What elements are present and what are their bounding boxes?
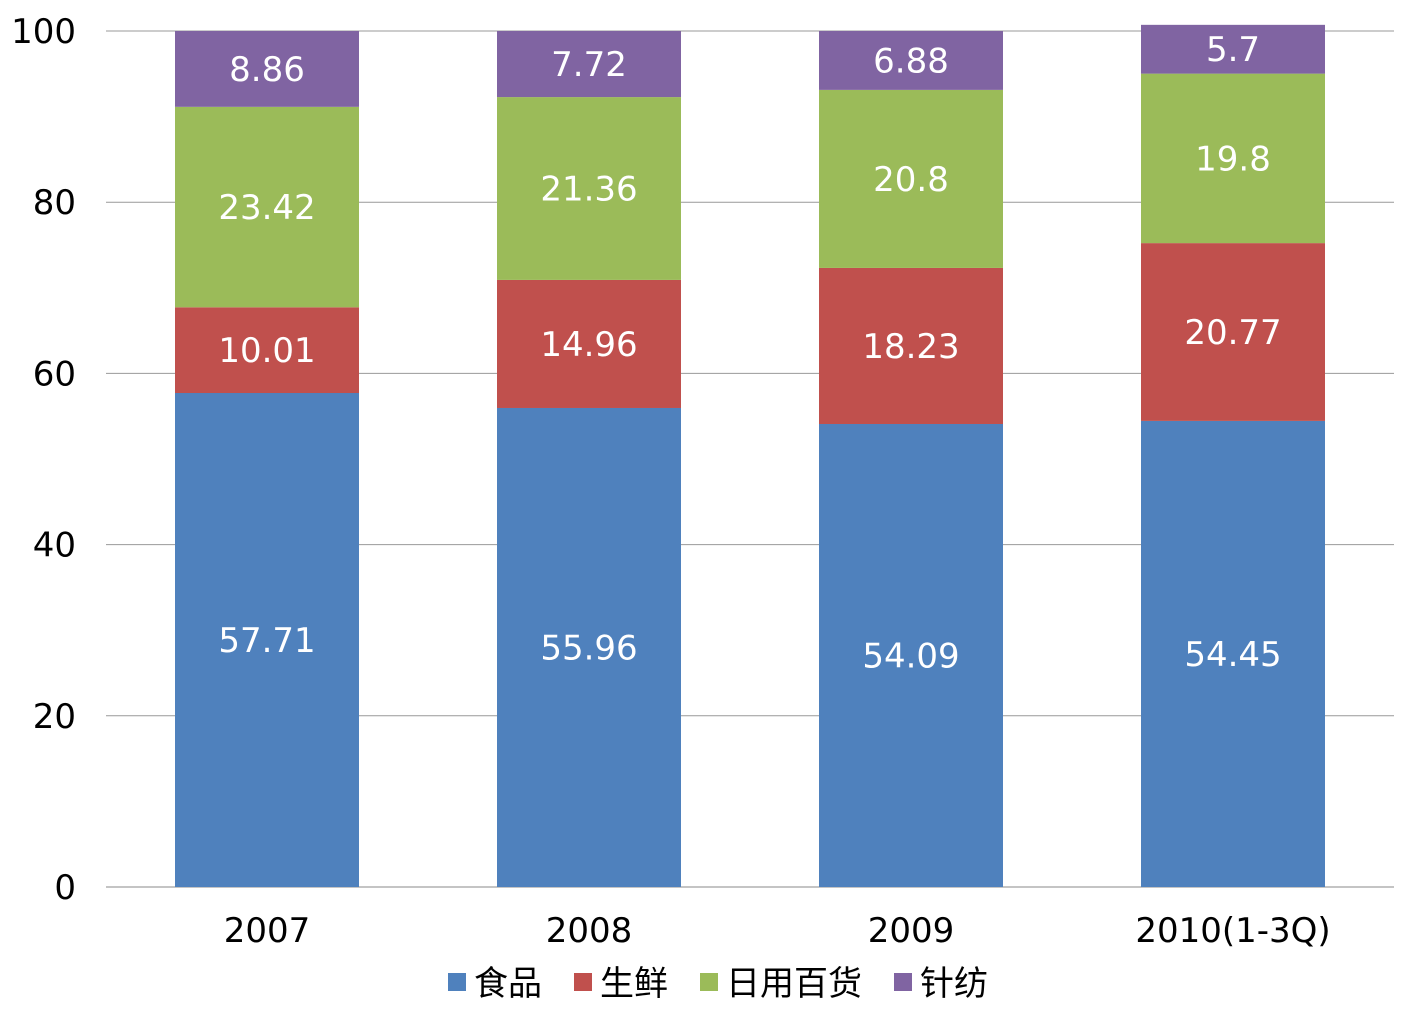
bar-segment <box>819 267 1003 424</box>
x-axis: 2007 2008 2009 2010(1-3Q) <box>224 911 1331 951</box>
bar-segment <box>497 279 681 408</box>
x-tick-label: 2008 <box>546 911 633 951</box>
data-label: 21.36 <box>540 170 637 210</box>
bar-segment <box>175 307 359 394</box>
y-axis: 0 20 40 60 80 100 <box>11 12 76 908</box>
y-tick-label: 0 <box>54 868 76 908</box>
y-tick-label: 40 <box>33 526 76 566</box>
y-tick-label: 100 <box>11 12 76 52</box>
data-label: 57.71 <box>218 621 315 661</box>
legend: 食品 生鲜 日用百货 针纺 <box>448 964 988 1004</box>
data-label: 19.8 <box>1195 139 1271 179</box>
legend-label: 生鲜 <box>600 964 668 1004</box>
data-label: 20.77 <box>1184 313 1281 353</box>
data-label: 5.7 <box>1206 30 1260 70</box>
y-tick-label: 80 <box>33 183 76 223</box>
data-label: 14.96 <box>540 325 637 365</box>
data-label: 8.86 <box>229 50 305 90</box>
data-label: 18.23 <box>862 327 959 367</box>
legend-swatch <box>448 973 466 991</box>
bar-segment <box>1141 24 1325 74</box>
bar-segment <box>819 31 1003 90</box>
bar-segment <box>497 97 681 280</box>
data-label: 7.72 <box>551 45 627 85</box>
y-tick-label: 20 <box>33 697 76 737</box>
y-tick-label: 60 <box>33 354 76 394</box>
bar-segment <box>175 106 359 308</box>
data-labels: 57.71 10.01 23.42 8.86 55.96 14.96 21.36 7.72 54… <box>218 30 1281 676</box>
legend-swatch <box>894 973 912 991</box>
data-label: 54.45 <box>1184 635 1281 675</box>
legend-label: 针纺 <box>920 964 988 1004</box>
bar-segment <box>1141 420 1325 887</box>
bar-segment <box>1141 243 1325 421</box>
data-label: 55.96 <box>540 628 637 668</box>
legend-label: 日用百货 <box>726 964 862 1004</box>
bar-segment <box>497 31 681 98</box>
legend-swatch <box>700 973 718 991</box>
x-tick-label: 2010(1-3Q) <box>1135 911 1330 951</box>
data-label: 20.8 <box>873 160 949 200</box>
x-tick-label: 2009 <box>868 911 955 951</box>
bar-segment <box>819 423 1003 887</box>
bar-segment <box>819 89 1003 268</box>
bar-segment <box>175 31 359 107</box>
data-label: 6.88 <box>873 41 949 81</box>
bar-segment <box>497 407 681 887</box>
data-label: 10.01 <box>218 331 315 371</box>
data-label: 23.42 <box>218 188 315 228</box>
bar-segment <box>1141 73 1325 244</box>
bar-segment <box>175 393 359 887</box>
x-tick-label: 2007 <box>224 911 311 951</box>
legend-label: 食品 <box>474 964 542 1004</box>
data-label: 54.09 <box>862 636 959 676</box>
legend-swatch <box>574 973 592 991</box>
bars <box>175 24 1325 887</box>
